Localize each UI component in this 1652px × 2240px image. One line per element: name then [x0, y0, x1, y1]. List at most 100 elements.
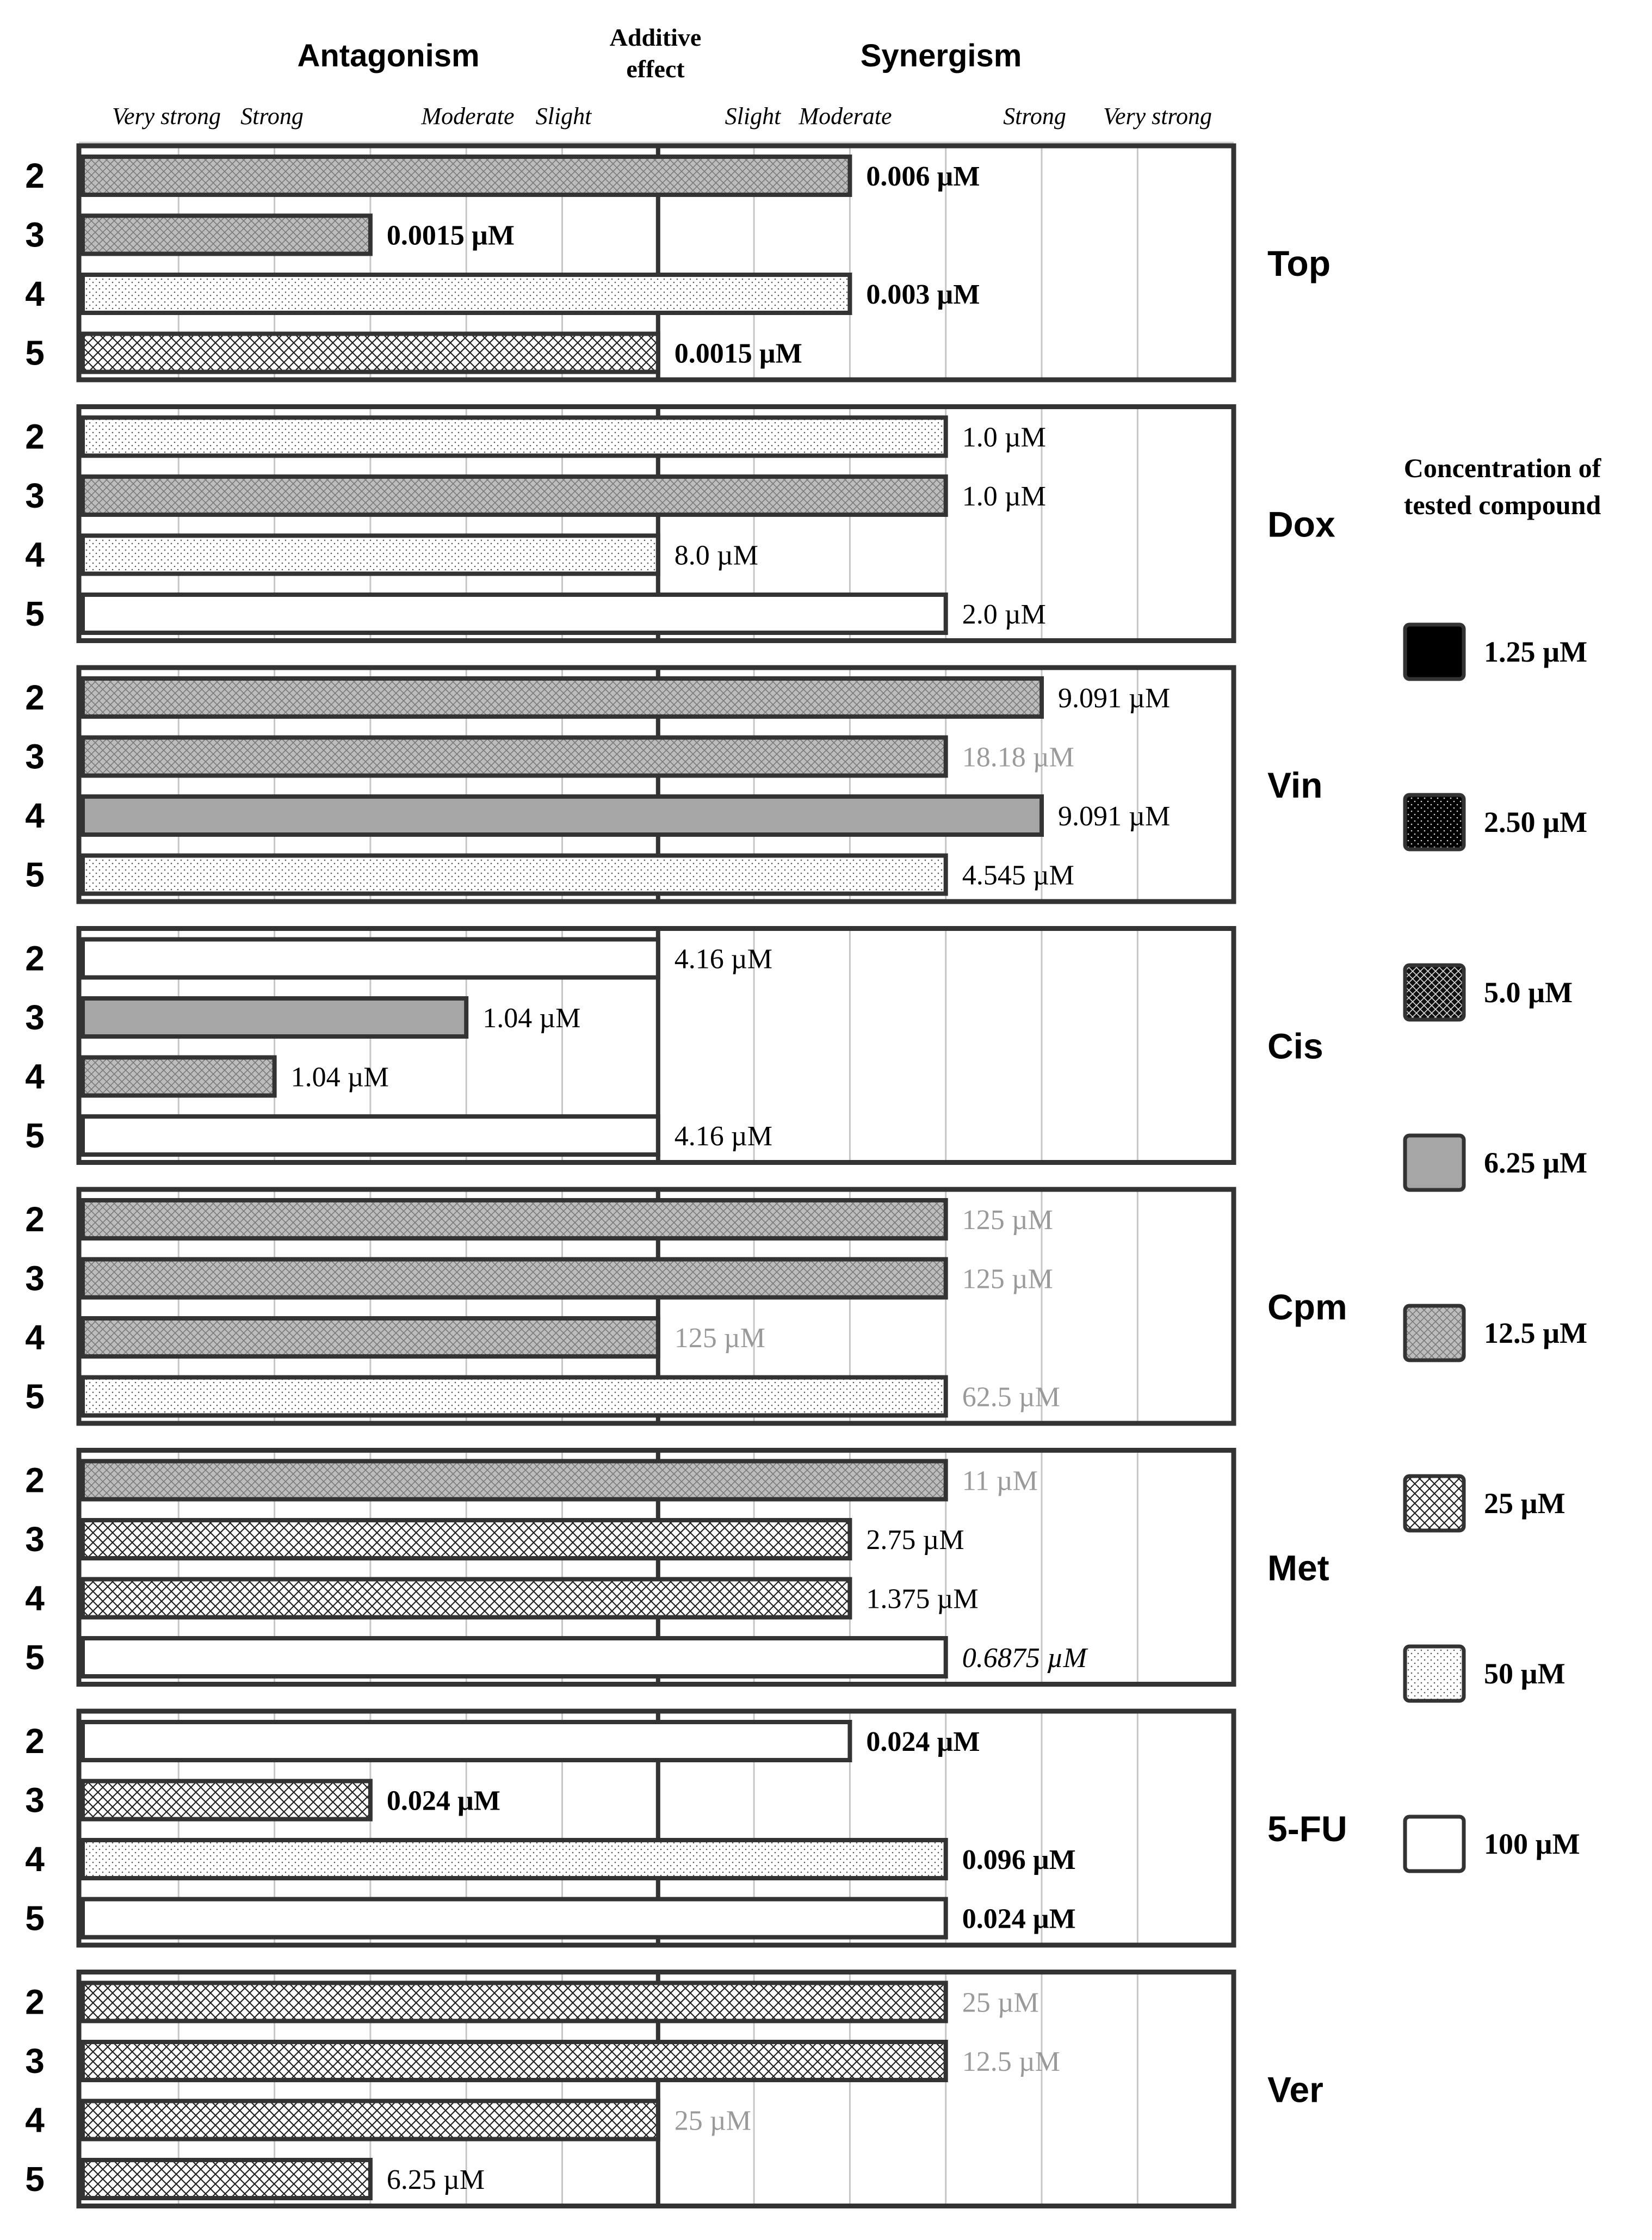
header-antagonism: Antagonism: [297, 38, 479, 73]
bar-label-ver-2: 25 µM: [962, 1988, 1039, 2019]
legend-title-line2: tested compound: [1404, 490, 1601, 520]
bar-label-cpm-5: 62.5 µM: [962, 1382, 1060, 1413]
bar-label-met-3: 2.75 µM: [866, 1525, 964, 1556]
row-label-ver-4: 4: [25, 2101, 45, 2140]
group-label-vin: Vin: [1267, 765, 1322, 805]
bar-cis-5: [81, 1114, 660, 1157]
bar-dox-4: [81, 533, 660, 576]
row-label-cpm-2: 2: [25, 1200, 45, 1239]
legend-swatch-2: [1403, 963, 1466, 1022]
row-label-vin-3: 3: [25, 737, 45, 776]
bar-vin-4: [81, 794, 1044, 837]
bar-label-cpm-3: 125 µM: [962, 1264, 1053, 1295]
header-synergism: Synergism: [861, 38, 1022, 73]
panels: Top 2 0.006 µM 3 0.0015 µM 4 0.003 µM 5 0.0015 µ…: [25, 143, 1347, 2208]
row-label-dox-3: 3: [25, 476, 45, 515]
bar-5-fu-2: [81, 1720, 852, 1762]
row-label-5-fu-2: 2: [25, 1721, 45, 1761]
legend: Concentration of tested compound 1.25 µM…: [1403, 453, 1602, 1873]
header-additive-line1: Additive: [610, 23, 702, 51]
panel-top: Top 2 0.006 µM 3 0.0015 µM 4 0.003 µM 5 0.0015 µ…: [25, 143, 1331, 382]
row-label-ver-5: 5: [25, 2159, 45, 2199]
panel-5-fu: 5-FU 2 0.024 µM 3 0.024 µM 4 0.096 µM 5 0.024 µM: [25, 1708, 1347, 1948]
bar-5-fu-4: [81, 1838, 948, 1880]
panel-border-cis: [76, 926, 1236, 1165]
group-label-ver: Ver: [1267, 2070, 1323, 2110]
level-label-7: Very strong: [1103, 103, 1212, 129]
bar-top-3: [81, 213, 373, 256]
panel-cpm: Cpm 2 125 µM 3 125 µM 4 125 µM 5 62.5 µM: [25, 1187, 1347, 1426]
legend-title-line1: Concentration of: [1404, 453, 1602, 483]
bar-dox-3: [81, 474, 948, 517]
level-label-4: Slight: [725, 103, 782, 129]
level-label-3: Slight: [536, 103, 592, 129]
row-label-5-fu-5: 5: [25, 1899, 45, 1938]
row-label-top-4: 4: [25, 274, 45, 313]
legend-label-6: 50 µM: [1484, 1657, 1566, 1690]
legend-label-4: 12.5 µM: [1484, 1317, 1587, 1349]
bar-met-5: [81, 1636, 948, 1679]
bar-label-met-5: 0.6875 µM: [962, 1643, 1088, 1674]
bar-vin-3: [81, 735, 948, 778]
bar-label-vin-3: 18.18 µM: [962, 742, 1074, 773]
row-label-cis-4: 4: [25, 1057, 45, 1096]
bar-label-ver-5: 6.25 µM: [387, 2164, 485, 2195]
legend-swatch-3: [1403, 1133, 1466, 1192]
bar-top-4: [81, 273, 852, 315]
bar-cpm-4: [81, 1316, 660, 1359]
legend-label-1: 2.50 µM: [1484, 806, 1587, 838]
row-label-vin-5: 5: [25, 855, 45, 894]
bar-label-5-fu-2: 0.024 µM: [866, 1726, 980, 1757]
row-label-dox-4: 4: [25, 535, 45, 575]
bar-cpm-3: [81, 1257, 948, 1300]
row-label-cis-3: 3: [25, 998, 45, 1037]
bar-label-top-5: 0.0015 µM: [675, 338, 802, 369]
row-label-vin-4: 4: [25, 796, 45, 835]
row-label-top-5: 5: [25, 334, 45, 373]
bar-label-dox-4: 8.0 µM: [675, 540, 758, 571]
bar-cis-4: [81, 1055, 277, 1098]
legend-label-5: 25 µM: [1484, 1487, 1566, 1520]
legend-swatch-1: [1403, 793, 1466, 851]
bar-ver-3: [81, 2040, 948, 2082]
legend-swatch-0: [1403, 622, 1466, 681]
legend-label-2: 5.0 µM: [1484, 976, 1573, 1009]
row-label-met-5: 5: [25, 1638, 45, 1677]
row-label-met-4: 4: [25, 1579, 45, 1618]
panel-border-ver: [76, 1970, 1236, 2208]
bar-ver-2: [81, 1980, 948, 2023]
bar-5-fu-5: [81, 1897, 948, 1940]
row-label-5-fu-3: 3: [25, 1781, 45, 1820]
panel-border-top: [76, 143, 1236, 382]
bar-label-dox-3: 1.0 µM: [962, 481, 1046, 512]
panel-ver: Ver 2 25 µM 3 12.5 µM 4 25 µM 5 6.25 µM: [25, 1970, 1323, 2208]
row-label-ver-2: 2: [25, 1983, 45, 2022]
bar-top-5: [81, 331, 660, 374]
legend-label-7: 100 µM: [1484, 1828, 1580, 1860]
group-label-dox: Dox: [1267, 504, 1335, 545]
group-label-cpm: Cpm: [1267, 1287, 1347, 1327]
bar-label-cis-4: 1.04 µM: [291, 1062, 389, 1093]
group-label-cis: Cis: [1267, 1026, 1323, 1066]
bar-ver-4: [81, 2099, 660, 2142]
bar-label-5-fu-4: 0.096 µM: [962, 1844, 1076, 1875]
level-label-6: Strong: [1003, 103, 1066, 129]
bar-label-vin-4: 9.091 µM: [1058, 801, 1170, 832]
bar-cpm-2: [81, 1198, 948, 1241]
legend-swatch-4: [1403, 1304, 1466, 1362]
bar-met-2: [81, 1459, 948, 1502]
row-label-dox-2: 2: [25, 417, 45, 456]
legend-swatch-7: [1403, 1815, 1466, 1873]
bar-met-3: [81, 1518, 852, 1560]
bar-label-met-2: 11 µM: [962, 1466, 1038, 1497]
row-label-cis-2: 2: [25, 939, 45, 978]
bar-met-4: [81, 1577, 852, 1620]
bar-label-cpm-4: 125 µM: [675, 1323, 765, 1354]
row-label-top-2: 2: [25, 156, 45, 195]
bar-label-vin-5: 4.545 µM: [962, 860, 1074, 891]
panel-border-dox: [76, 404, 1236, 643]
bar-label-5-fu-5: 0.024 µM: [962, 1904, 1076, 1935]
panel-border-vin: [76, 665, 1236, 904]
bar-label-dox-2: 1.0 µM: [962, 422, 1046, 453]
